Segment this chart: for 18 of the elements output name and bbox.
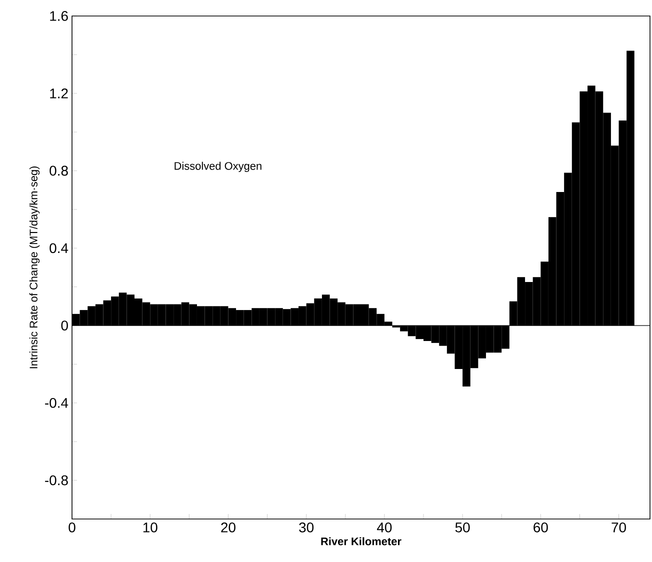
- x-tick-label: 10: [143, 522, 158, 532]
- y-tick-label: 0.8: [50, 166, 68, 176]
- x-axis-title: River Kilometer: [321, 537, 402, 546]
- y-tick-label: 1.2: [50, 88, 68, 98]
- y-tick-label: 0.4: [50, 243, 68, 254]
- x-tick-label: 30: [299, 522, 314, 532]
- x-tick-label: 20: [221, 522, 236, 532]
- x-tick-label: 50: [455, 522, 470, 532]
- y-axis-title: Intrinsic Rate of Change (MT/day/km·seg): [29, 166, 40, 368]
- x-tick-label: 60: [534, 522, 548, 532]
- x-tick-label: 0: [68, 522, 76, 532]
- y-tick-label: -0.4: [45, 398, 68, 408]
- y-tick-label: 0: [61, 320, 68, 330]
- y-tick-label: -0.8: [45, 475, 68, 486]
- x-tick-label: 40: [376, 522, 392, 532]
- y-tick-label: 1.6: [50, 11, 68, 21]
- x-tick-label: 70: [612, 522, 626, 532]
- annotation: Dissolved Oxygen: [174, 162, 262, 172]
